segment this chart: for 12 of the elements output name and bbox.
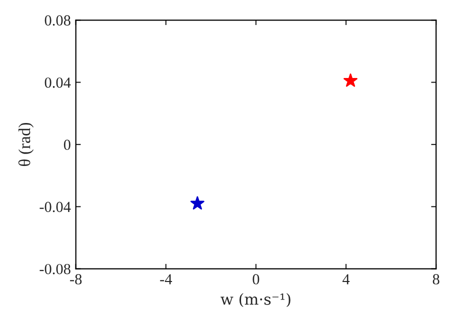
x-axis-title: w (m·s⁻¹) — [220, 293, 290, 308]
y-axis-title: θ (rad) — [18, 122, 34, 166]
x-tick-label: 8 — [432, 274, 440, 284]
x-tick-label: -8 — [70, 274, 82, 284]
y-tick-label: -0.08 — [40, 264, 70, 274]
y-tick-label: 0.04 — [44, 77, 71, 88]
y-tick-label: -0.04 — [40, 202, 71, 212]
y-tick-label: 0.08 — [44, 15, 70, 26]
x-tick-label: 4 — [342, 274, 350, 284]
x-tick-label: -4 — [160, 274, 172, 284]
x-tick-label: 0 — [252, 274, 260, 284]
y-tick-label: 0 — [64, 140, 70, 150]
